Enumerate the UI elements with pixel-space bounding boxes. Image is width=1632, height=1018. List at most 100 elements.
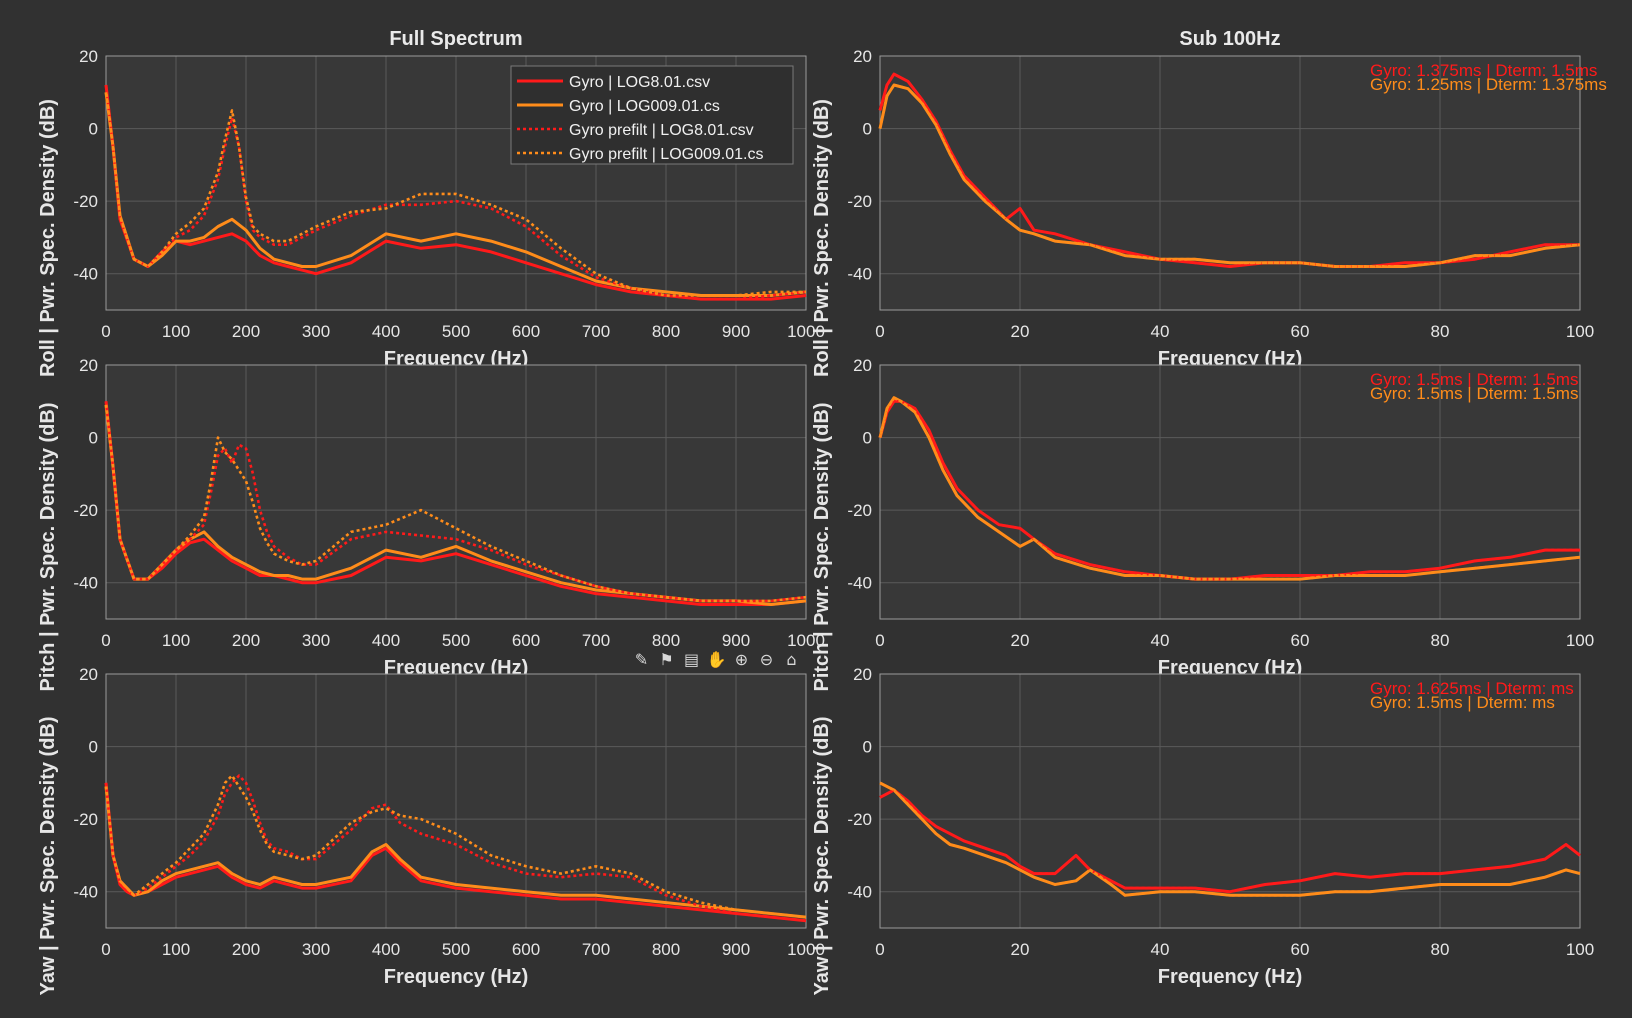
x-tick-full-2-6: 600 xyxy=(512,940,540,959)
axes-toolbar: ✎ ⚑ ▤ ✋ ⊕ ⊖ ⌂ xyxy=(630,648,803,672)
y-tick-sub-0-1: 0 xyxy=(863,120,872,139)
data-tips-icon[interactable]: ⚑ xyxy=(659,650,674,669)
delay-annotation-log009-0: Gyro: 1.25ms | Dterm: 1.375ms xyxy=(1370,75,1607,94)
series-line-full-2-2 xyxy=(104,774,807,922)
y-axis-label-full-2: Yaw | Pwr. Spec. Density (dB) xyxy=(37,716,59,995)
y-tick-full-0-2: -20 xyxy=(73,192,98,211)
x-tick-sub-2-0: 0 xyxy=(875,940,884,959)
y-tick-sub-0-2: -20 xyxy=(847,192,872,211)
legend-entry-3: Gyro prefilt | LOG009.01.cs xyxy=(569,146,763,163)
axes-frame-sub-0 xyxy=(879,55,1581,311)
y-tick-sub-2-0: 20 xyxy=(853,665,872,684)
y-tick-full-1-0: 20 xyxy=(79,356,98,375)
y-axis-label-full-1: Pitch | Pwr. Spec. Density (dB) xyxy=(37,403,59,692)
x-tick-sub-1-5: 100 xyxy=(1566,631,1594,650)
x-tick-full-2-5: 500 xyxy=(442,940,470,959)
x-tick-full-2-4: 400 xyxy=(372,940,400,959)
series-line-sub-2-2 xyxy=(879,788,1581,894)
y-tick-sub-0-3: -40 xyxy=(847,265,872,284)
title-sub-100hz: Sub 100Hz xyxy=(1179,28,1280,50)
zoom-out-icon[interactable]: ⊖ xyxy=(759,650,774,669)
series-line-sub-1-2 xyxy=(878,399,1580,581)
restore-view-icon[interactable]: ▤ xyxy=(683,650,700,669)
y-tick-full-2-3: -40 xyxy=(73,883,98,902)
axes-bg-sub-2 xyxy=(880,674,1580,928)
x-tick-sub-0-2: 40 xyxy=(1151,322,1170,341)
x-tick-sub-2-1: 20 xyxy=(1011,940,1030,959)
series-line-full-2-1 xyxy=(104,786,807,919)
x-axis-label-full-2: Frequency (Hz) xyxy=(384,966,528,988)
x-tick-full-0-8: 800 xyxy=(652,322,680,341)
x-tick-sub-2-5: 100 xyxy=(1566,940,1594,959)
brush-icon[interactable]: ✎ xyxy=(634,650,649,669)
x-tick-sub-1-1: 20 xyxy=(1011,631,1030,650)
x-tick-full-2-8: 800 xyxy=(652,940,680,959)
y-axis-label-sub-0: Roll | Pwr. Spec. Density (dB) xyxy=(811,99,833,377)
y-tick-full-1-1: 0 xyxy=(89,429,98,448)
x-tick-full-0-7: 700 xyxy=(582,322,610,341)
delay-annotation-log8-1: Gyro: 1.5ms | Dterm: 1.5ms xyxy=(1370,370,1578,389)
x-tick-full-2-0: 0 xyxy=(101,940,110,959)
y-tick-full-2-0: 20 xyxy=(79,665,98,684)
delay-annotation-log009-2: Gyro: 1.5ms | Dterm: ms xyxy=(1370,693,1555,712)
series-line-full-2-3 xyxy=(104,774,807,919)
series-line-sub-1-1 xyxy=(878,396,1581,581)
x-tick-full-1-0: 0 xyxy=(101,631,110,650)
delay-annotation-log009-1: Gyro: 1.5ms | Dterm: 1.5ms xyxy=(1370,384,1578,403)
x-tick-full-1-5: 500 xyxy=(442,631,470,650)
x-tick-full-0-2: 200 xyxy=(232,322,260,341)
axes-frame-sub-1 xyxy=(879,364,1581,620)
x-tick-full-0-3: 300 xyxy=(302,322,330,341)
series-line-sub-2-3 xyxy=(879,781,1581,897)
axes-bg-sub-0 xyxy=(880,56,1580,310)
y-tick-sub-2-3: -40 xyxy=(847,883,872,902)
x-tick-full-0-5: 500 xyxy=(442,322,470,341)
x-tick-full-0-10: 1000 xyxy=(787,322,825,341)
y-tick-full-2-2: -20 xyxy=(73,810,98,829)
x-tick-sub-0-5: 100 xyxy=(1566,322,1594,341)
y-tick-full-0-1: 0 xyxy=(89,120,98,139)
zoom-in-icon[interactable]: ⊕ xyxy=(734,650,749,669)
x-tick-full-1-2: 200 xyxy=(232,631,260,650)
x-tick-sub-1-2: 40 xyxy=(1151,631,1170,650)
y-tick-sub-1-1: 0 xyxy=(863,429,872,448)
series-line-full-1-3 xyxy=(104,404,807,603)
y-tick-sub-0-0: 20 xyxy=(853,47,872,66)
y-tick-sub-2-1: 0 xyxy=(863,738,872,757)
axes-frame-full-1 xyxy=(105,364,807,620)
delay-annotation-log8-2: Gyro: 1.625ms | Dterm: ms xyxy=(1370,679,1574,698)
pan-icon[interactable]: ✋ xyxy=(706,650,727,669)
y-tick-sub-1-3: -40 xyxy=(847,574,872,593)
x-tick-full-2-1: 100 xyxy=(162,940,190,959)
x-tick-sub-2-2: 40 xyxy=(1151,940,1170,959)
x-tick-full-2-10: 1000 xyxy=(787,940,825,959)
y-tick-sub-1-0: 20 xyxy=(853,356,872,375)
x-tick-sub-1-3: 60 xyxy=(1291,631,1310,650)
x-tick-sub-0-4: 80 xyxy=(1431,322,1450,341)
x-tick-full-0-6: 600 xyxy=(512,322,540,341)
x-tick-full-0-1: 100 xyxy=(162,322,190,341)
legend-entry-1: Gyro | LOG009.01.cs xyxy=(569,98,720,115)
home-icon[interactable]: ⌂ xyxy=(786,650,797,669)
x-axis-label-sub-2: Frequency (Hz) xyxy=(1158,966,1302,988)
x-tick-full-1-10: 1000 xyxy=(787,631,825,650)
y-axis-label-sub-1: Pitch | Pwr. Spec. Density (dB) xyxy=(811,403,833,692)
y-tick-full-2-1: 0 xyxy=(89,738,98,757)
y-tick-full-0-0: 20 xyxy=(79,47,98,66)
x-tick-sub-2-3: 60 xyxy=(1291,940,1310,959)
x-tick-full-0-4: 400 xyxy=(372,322,400,341)
axes-bg-sub-1 xyxy=(880,365,1580,619)
x-tick-full-2-9: 900 xyxy=(722,940,750,959)
y-tick-sub-1-2: -20 xyxy=(847,501,872,520)
y-tick-full-1-2: -20 xyxy=(73,501,98,520)
legend-entry-0: Gyro | LOG8.01.csv xyxy=(569,74,710,91)
series-line-full-1-0 xyxy=(104,401,807,606)
x-tick-full-0-0: 0 xyxy=(101,322,110,341)
delay-annotation-log8-0: Gyro: 1.375ms | Dterm: 1.5ms xyxy=(1370,61,1597,80)
y-axis-label-full-0: Roll | Pwr. Spec. Density (dB) xyxy=(37,99,59,377)
x-tick-full-1-6: 600 xyxy=(512,631,540,650)
x-tick-sub-1-0: 0 xyxy=(875,631,884,650)
title-full-spectrum: Full Spectrum xyxy=(389,28,522,50)
